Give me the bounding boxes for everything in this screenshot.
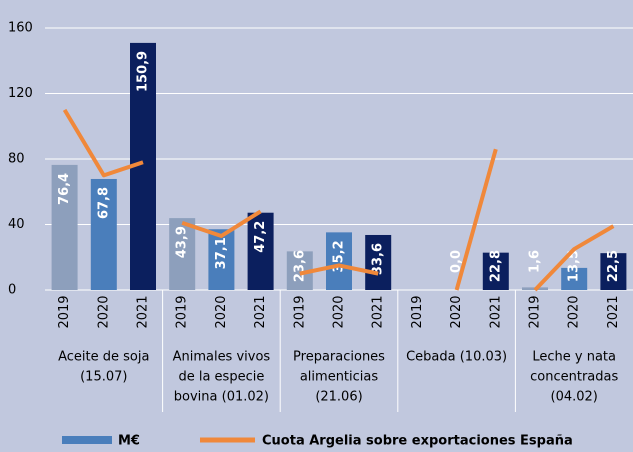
y-tick-label: 80 (8, 152, 25, 167)
category-label: Aceite de soja (58, 350, 149, 365)
bar (169, 218, 196, 290)
category-label: concentradas (530, 370, 618, 385)
year-label: 2019 (528, 295, 543, 328)
legend-swatch (62, 436, 112, 444)
year-label: 2019 (410, 295, 425, 328)
bar (600, 253, 627, 290)
year-label: 2019 (175, 295, 190, 328)
data-label: 67,8 (96, 187, 111, 219)
data-label: 33,6 (371, 243, 386, 275)
category-label: alimenticias (300, 370, 379, 385)
category-label: de la especie (178, 370, 264, 385)
year-label: 2021 (606, 295, 621, 328)
year-label: 2021 (253, 295, 268, 328)
year-label: 2019 (292, 295, 307, 328)
year-label: 2020 (449, 295, 464, 328)
data-label: 0,0 (449, 250, 464, 273)
data-label: 47,2 (253, 221, 268, 253)
year-label: 2019 (57, 295, 72, 328)
bar (51, 164, 78, 290)
category-label: Cebada (10.03) (406, 350, 507, 365)
line (454, 148, 498, 291)
category-label: Leche y nata (532, 350, 616, 365)
data-label: 23,6 (292, 250, 307, 282)
year-label: 2020 (567, 295, 582, 328)
data-label: 13,5 (567, 250, 582, 282)
bar (208, 229, 235, 290)
year-label: 2021 (488, 295, 503, 328)
y-tick-label: 160 (8, 21, 33, 36)
data-label: 150,9 (136, 51, 151, 92)
data-label: 22,5 (606, 250, 621, 282)
data-label: 37,1 (214, 237, 229, 269)
data-label: 1,6 (528, 250, 543, 273)
bar (90, 178, 117, 290)
year-label: 2021 (371, 295, 386, 328)
line (533, 224, 615, 292)
category-label: Preparaciones (293, 350, 385, 365)
year-label: 2020 (214, 295, 229, 328)
line (62, 108, 144, 178)
category-label: (21.06) (315, 390, 362, 405)
category-label: bovina (01.02) (174, 390, 269, 405)
year-label: 2020 (96, 295, 111, 328)
y-tick-label: 0 (8, 283, 16, 298)
y-tick-label: 120 (8, 86, 33, 101)
bar (326, 232, 352, 290)
y-tick-label: 40 (8, 217, 25, 232)
year-label: 2020 (332, 295, 347, 328)
bar (561, 267, 588, 290)
bar (365, 234, 392, 290)
legend-label: M€ (118, 434, 140, 449)
bar (247, 212, 274, 290)
data-label: 43,9 (175, 226, 190, 258)
category-label: (15.07) (80, 370, 127, 385)
data-label: 76,4 (57, 173, 72, 205)
data-label: 22,8 (488, 250, 503, 282)
category-label: (04.02) (551, 390, 598, 405)
bar (482, 252, 509, 290)
category-label: Animales vivos (173, 350, 271, 365)
line (299, 263, 379, 276)
line (181, 209, 262, 238)
legend-label: Cuota Argelia sobre exportaciones España (262, 434, 573, 449)
year-label: 2021 (136, 295, 151, 328)
